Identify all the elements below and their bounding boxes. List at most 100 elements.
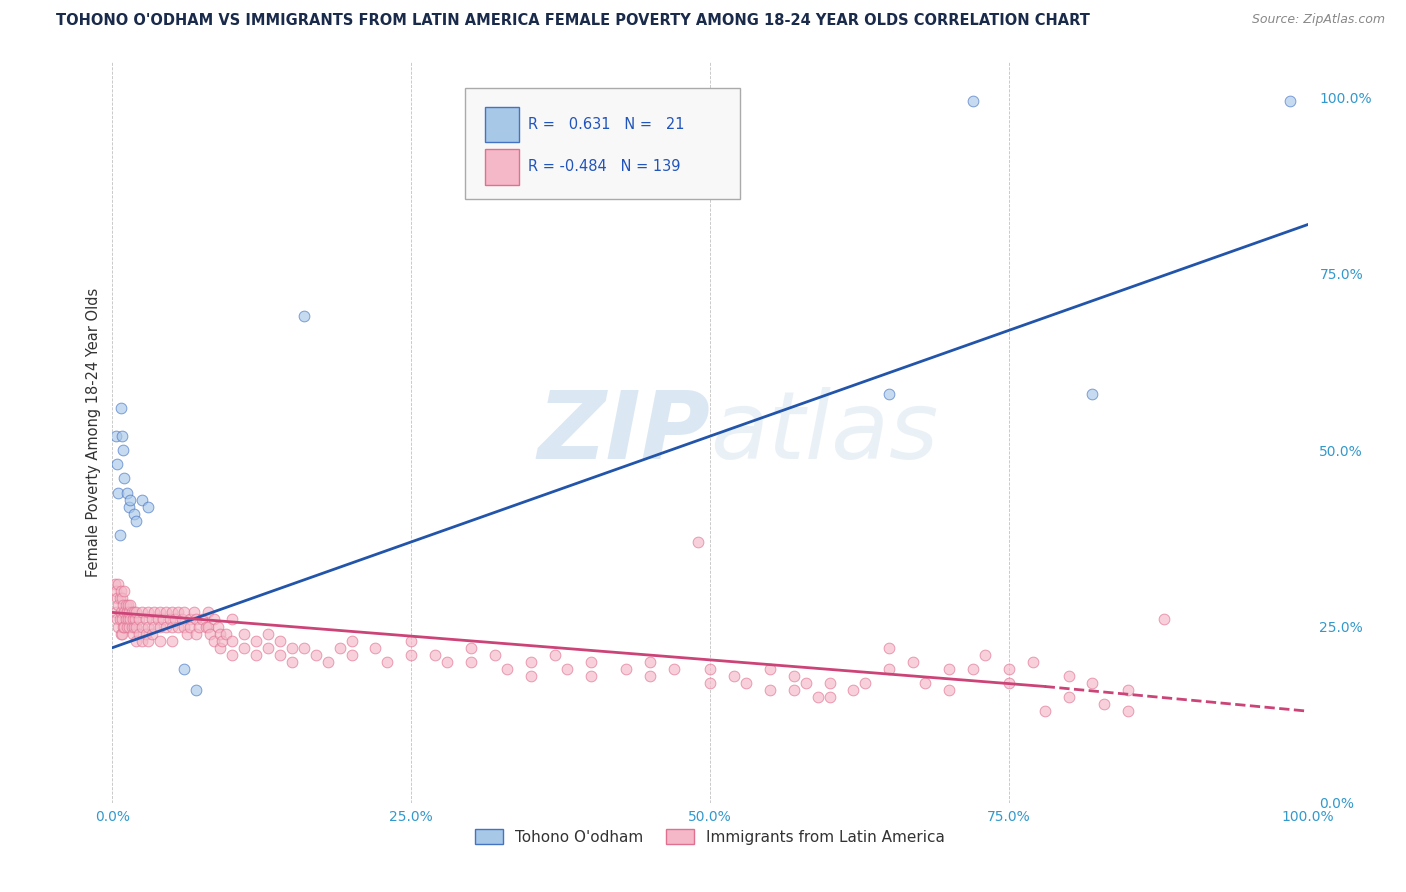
Point [104,577,127,591]
Point [186,626,208,640]
Point [114,471,135,485]
Point [245,633,267,648]
Point [340,648,363,662]
Point [782,669,804,683]
Point [108,612,131,626]
Point [914,676,936,690]
Point [162,619,183,633]
Point [233,626,256,640]
Point [257,640,280,655]
Point [122,606,145,620]
Point [114,584,135,599]
Point [122,507,145,521]
Point [292,640,315,655]
Point [105,458,128,472]
Point [122,619,145,633]
Point [759,662,782,676]
Point [146,612,169,626]
Point [125,606,148,620]
Point [112,443,135,458]
Point [186,612,208,626]
Point [187,619,209,633]
Point [879,387,901,401]
Point [233,640,256,655]
Point [1278,94,1301,108]
Point [162,633,183,648]
Point [305,648,328,662]
Point [105,584,128,599]
Point [401,648,423,662]
Point [110,401,132,415]
Point [879,640,901,655]
Point [543,648,565,662]
Point [173,619,195,633]
Point [111,429,134,443]
Point [579,655,602,669]
Point [460,640,482,655]
Point [107,619,129,633]
Point [782,683,804,698]
Point [114,599,136,613]
Text: Source: ZipAtlas.com: Source: ZipAtlas.com [1251,13,1385,27]
Point [112,619,135,633]
Point [121,626,143,640]
Point [818,676,841,690]
Text: R = -0.484   N = 139: R = -0.484 N = 139 [529,160,681,174]
Point [425,648,447,662]
Point [938,662,960,676]
Point [118,606,141,620]
Point [202,612,225,626]
Point [120,492,142,507]
Point [173,606,195,620]
Point [120,599,142,613]
Point [131,492,153,507]
Point [207,619,229,633]
Point [215,626,238,640]
Point [221,648,243,662]
Point [818,690,841,704]
Point [245,648,267,662]
Point [149,606,172,620]
Point [179,612,201,626]
Text: ZIP: ZIP [537,386,710,479]
Point [128,626,150,640]
Point [108,591,131,606]
Point [1081,676,1104,690]
Y-axis label: Female Poverty Among 18-24 Year Olds: Female Poverty Among 18-24 Year Olds [86,288,101,577]
Point [138,633,160,648]
Point [962,94,984,108]
Point [1081,387,1104,401]
Point [1153,612,1175,626]
Point [135,626,157,640]
Point [105,429,128,443]
Point [496,662,519,676]
Point [221,612,243,626]
Point [1057,669,1080,683]
Point [167,619,190,633]
Point [281,655,304,669]
Point [125,633,148,648]
Point [1022,655,1045,669]
FancyBboxPatch shape [485,107,519,143]
Point [114,619,135,633]
Legend: Tohono O'odham, Immigrants from Latin America: Tohono O'odham, Immigrants from Latin Am… [470,823,950,851]
Point [194,619,217,633]
Point [401,633,423,648]
Point [640,655,662,669]
Point [115,606,138,620]
Point [879,662,901,676]
Point [125,619,148,633]
Point [155,606,177,620]
Point [105,612,128,626]
Point [484,648,506,662]
Point [699,676,721,690]
Point [135,612,157,626]
Point [117,599,139,613]
Point [114,612,136,626]
Point [163,612,186,626]
Point [138,619,160,633]
Point [202,633,225,648]
Point [176,626,198,640]
Point [149,619,172,633]
Point [211,633,233,648]
